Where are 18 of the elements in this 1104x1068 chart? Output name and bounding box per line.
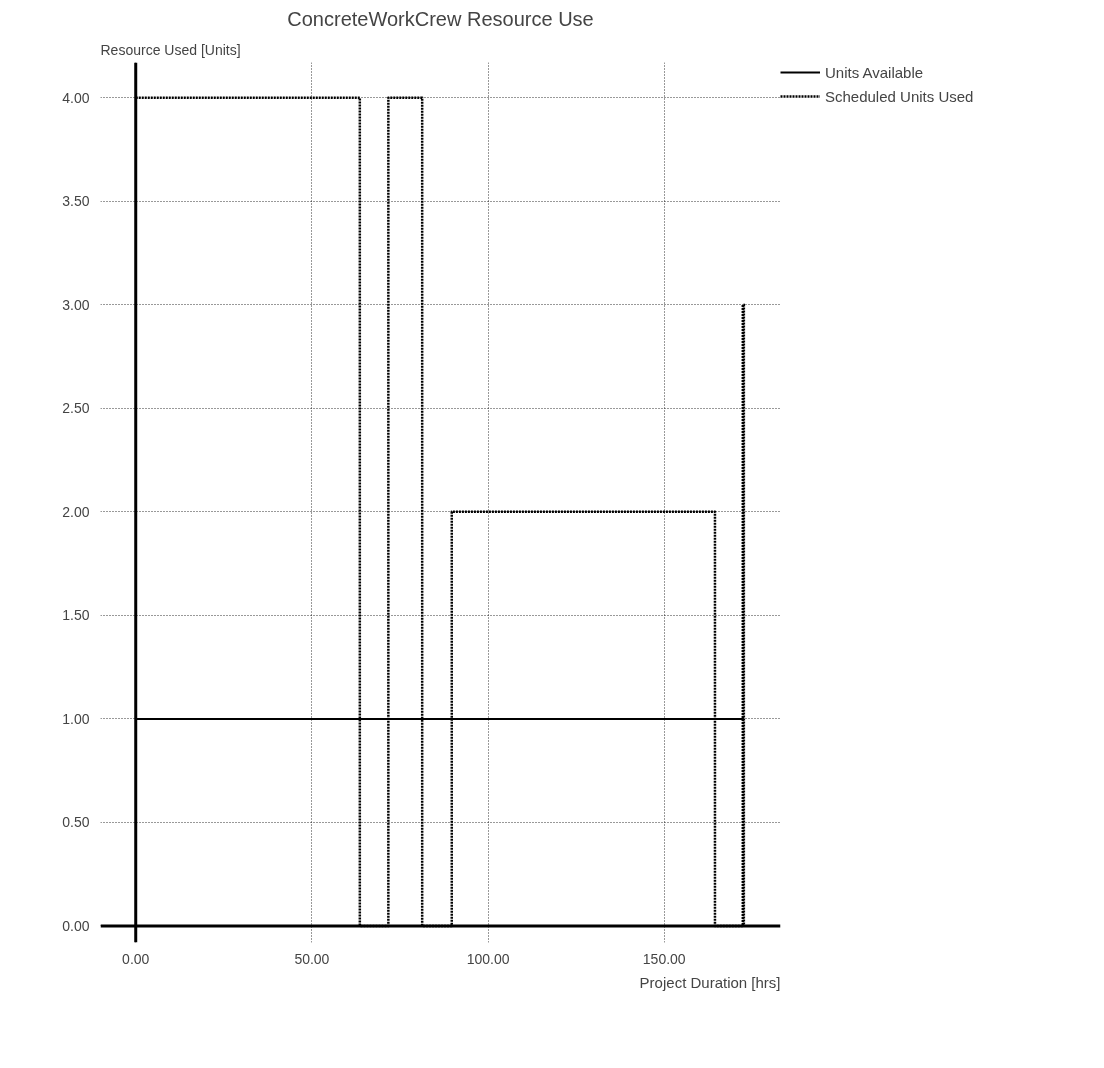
- y-tick-label: 3.50: [62, 193, 90, 210]
- y-axis-title: Resource Used [Units]: [100, 41, 241, 58]
- x-tick-label: 150.00: [642, 950, 686, 967]
- y-tick-label: 0.50: [62, 814, 90, 831]
- y-tick-label: 4.00: [62, 89, 90, 106]
- y-tick-label: 0.00: [62, 917, 90, 934]
- x-axis-title: Project Duration [hrs]: [639, 973, 781, 991]
- x-tick-label: 0.00: [122, 950, 150, 967]
- y-tick-label: 1.50: [62, 607, 90, 624]
- y-tick-label: 1.00: [62, 710, 90, 727]
- y-tick-label: 2.00: [62, 503, 90, 520]
- x-tick-label: 50.00: [294, 950, 330, 967]
- chart-title: ConcreteWorkCrew Resource Use: [287, 7, 594, 30]
- y-tick-label: 2.50: [62, 400, 90, 417]
- x-tick-label: 100.00: [466, 950, 510, 967]
- legend-label: Units Available: [825, 63, 924, 81]
- y-tick-label: 3.00: [62, 296, 90, 313]
- legend-label: Scheduled Units Used: [825, 87, 974, 105]
